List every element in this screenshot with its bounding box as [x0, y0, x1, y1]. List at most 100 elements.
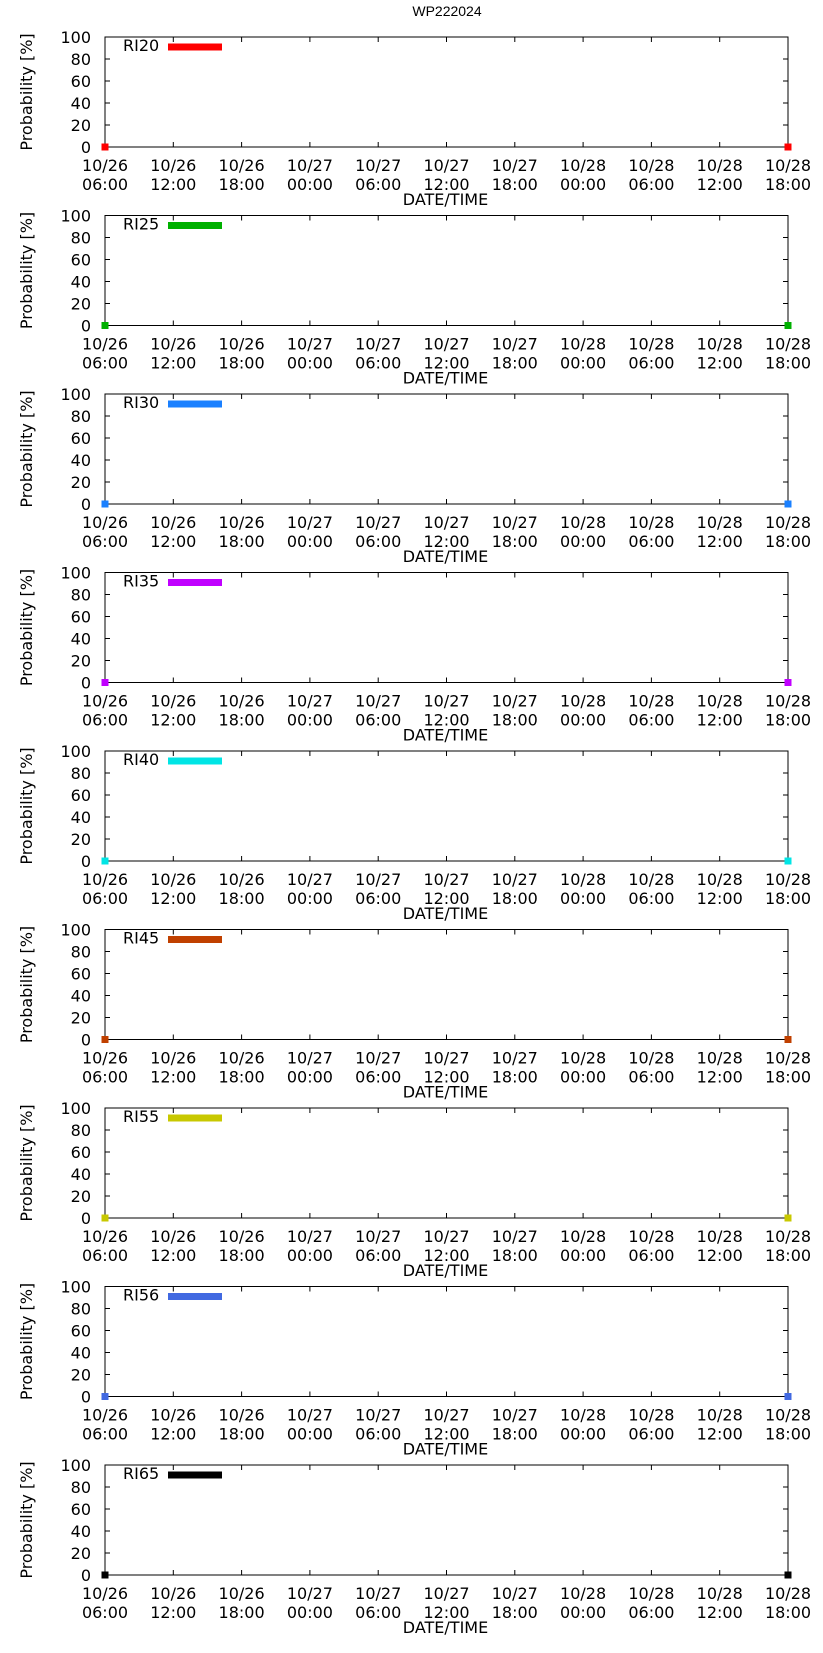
x-tick-label-time: 12:00 — [423, 532, 469, 551]
x-tick-label-time: 12:00 — [697, 1068, 743, 1087]
y-tick-label: 40 — [71, 987, 91, 1006]
x-tick-label-time: 06:00 — [355, 532, 401, 551]
chart-title: WP222024 — [412, 3, 481, 19]
x-tick-label-time: 12:00 — [150, 175, 196, 194]
x-tick-label-date: 10/28 — [628, 1584, 674, 1603]
x-tick-label-time: 00:00 — [560, 354, 606, 373]
y-axis-label: Probability [%] — [17, 212, 36, 329]
x-tick-label-time: 00:00 — [560, 1068, 606, 1087]
x-tick-label-time: 00:00 — [287, 175, 333, 194]
x-tick-label-date: 10/27 — [287, 1227, 333, 1246]
x-tick-label-date: 10/26 — [219, 1584, 265, 1603]
y-tick-label: 100 — [60, 1456, 91, 1475]
x-tick-label-time: 00:00 — [287, 1603, 333, 1622]
y-tick-label: 40 — [71, 1522, 91, 1541]
x-tick-label-time: 18:00 — [492, 1425, 538, 1444]
x-tick-label-date: 10/26 — [219, 1049, 265, 1068]
data-point-ri25-0 — [101, 322, 109, 329]
x-tick-label-date: 10/28 — [560, 513, 606, 532]
x-tick-label-time: 00:00 — [287, 711, 333, 730]
x-tick-label-time: 00:00 — [560, 1425, 606, 1444]
x-tick-label-date: 10/28 — [697, 335, 743, 354]
data-point-ri55-0 — [101, 1214, 109, 1222]
x-tick-label-time: 18:00 — [765, 175, 811, 194]
y-tick-label: 60 — [71, 1500, 91, 1519]
x-tick-label-time: 12:00 — [150, 532, 196, 551]
data-point-ri25-1 — [784, 322, 792, 329]
data-point-ri65-1 — [784, 1571, 792, 1579]
x-tick-label-time: 12:00 — [697, 354, 743, 373]
x-tick-label-time: 18:00 — [765, 1246, 811, 1265]
x-tick-label-time: 12:00 — [697, 889, 743, 908]
x-tick-label-time: 06:00 — [82, 889, 128, 908]
x-tick-label-date: 10/27 — [355, 1049, 401, 1068]
legend-label: RI55 — [123, 1107, 159, 1126]
x-tick-label-time: 18:00 — [492, 711, 538, 730]
x-tick-label-time: 06:00 — [355, 1425, 401, 1444]
data-point-ri40-1 — [784, 857, 792, 865]
y-tick-label: 80 — [71, 943, 91, 962]
y-tick-label: 0 — [81, 495, 91, 514]
x-tick-label-time: 06:00 — [628, 1246, 674, 1265]
x-tick-label-date: 10/28 — [628, 1227, 674, 1246]
x-tick-label-time: 06:00 — [82, 532, 128, 551]
y-tick-label: 60 — [71, 965, 91, 984]
x-tick-label-date: 10/27 — [492, 1584, 538, 1603]
x-tick-label-date: 10/28 — [697, 513, 743, 532]
y-tick-label: 100 — [60, 385, 91, 404]
x-tick-label-date: 10/26 — [82, 335, 128, 354]
x-axis-label: DATE/TIME — [403, 904, 488, 923]
x-tick-label-time: 06:00 — [628, 1603, 674, 1622]
x-tick-label-time: 18:00 — [765, 1425, 811, 1444]
y-tick-label: 60 — [71, 72, 91, 91]
x-axis-label: DATE/TIME — [403, 190, 488, 209]
x-tick-label-date: 10/27 — [355, 1584, 401, 1603]
x-tick-label-date: 10/27 — [287, 1584, 333, 1603]
data-point-ri56-1 — [784, 1393, 792, 1400]
x-axis-label: DATE/TIME — [403, 547, 488, 566]
x-tick-label-date: 10/28 — [697, 1406, 743, 1425]
x-tick-label-date: 10/26 — [150, 1406, 196, 1425]
y-tick-label: 40 — [71, 451, 91, 470]
x-tick-label-time: 06:00 — [628, 1425, 674, 1444]
y-tick-label: 0 — [81, 138, 91, 157]
x-tick-label-time: 18:00 — [765, 1603, 811, 1622]
x-tick-label-date: 10/26 — [150, 692, 196, 711]
x-tick-label-time: 12:00 — [150, 1246, 196, 1265]
x-tick-label-date: 10/28 — [560, 156, 606, 175]
x-tick-label-date: 10/27 — [287, 156, 333, 175]
legend-label: RI65 — [123, 1464, 159, 1483]
x-tick-label-date: 10/28 — [765, 513, 811, 532]
x-tick-label-date: 10/27 — [492, 335, 538, 354]
x-tick-label-time: 12:00 — [150, 1068, 196, 1087]
x-tick-label-time: 12:00 — [150, 1603, 196, 1622]
x-tick-label-time: 18:00 — [219, 1068, 265, 1087]
x-tick-label-date: 10/28 — [765, 870, 811, 889]
x-tick-label-date: 10/27 — [492, 870, 538, 889]
x-tick-label-date: 10/28 — [765, 1584, 811, 1603]
x-tick-label-date: 10/28 — [560, 1049, 606, 1068]
x-tick-label-time: 18:00 — [219, 532, 265, 551]
y-tick-label: 100 — [60, 921, 91, 940]
y-tick-label: 0 — [81, 1031, 91, 1050]
y-tick-label: 40 — [71, 273, 91, 292]
data-point-ri56-0 — [101, 1393, 109, 1400]
y-tick-label: 0 — [81, 1209, 91, 1228]
x-tick-label-date: 10/27 — [355, 156, 401, 175]
x-tick-label-date: 10/26 — [219, 1227, 265, 1246]
x-tick-label-time: 06:00 — [355, 1068, 401, 1087]
x-tick-label-time: 12:00 — [423, 711, 469, 730]
y-tick-label: 60 — [71, 786, 91, 805]
x-tick-label-time: 06:00 — [82, 711, 128, 730]
x-tick-label-time: 18:00 — [765, 1068, 811, 1087]
x-tick-label-time: 06:00 — [82, 175, 128, 194]
y-tick-label: 60 — [71, 1322, 91, 1341]
x-tick-label-date: 10/26 — [82, 156, 128, 175]
x-tick-label-date: 10/28 — [697, 870, 743, 889]
y-tick-label: 80 — [71, 764, 91, 783]
x-tick-label-date: 10/27 — [287, 513, 333, 532]
x-tick-label-date: 10/28 — [697, 1584, 743, 1603]
legend-label: RI25 — [123, 215, 159, 234]
plot-frame — [104, 750, 789, 862]
